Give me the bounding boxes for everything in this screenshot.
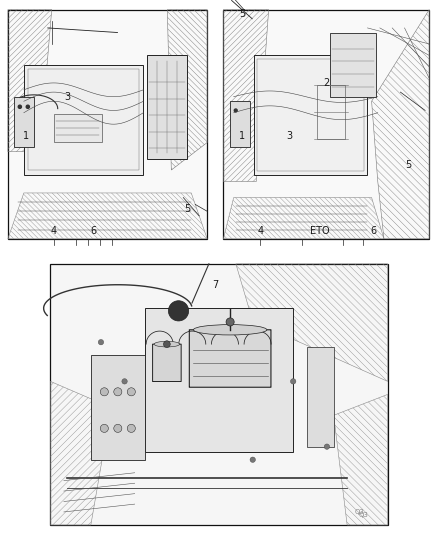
FancyBboxPatch shape <box>189 330 271 387</box>
Bar <box>258 59 364 171</box>
Bar <box>14 96 34 147</box>
Circle shape <box>26 105 29 108</box>
Text: 5: 5 <box>406 160 412 171</box>
Circle shape <box>290 378 296 384</box>
Text: 5: 5 <box>184 204 191 214</box>
Bar <box>307 348 334 447</box>
Text: Q3: Q3 <box>354 508 364 514</box>
Bar <box>50 264 388 525</box>
Bar <box>54 114 102 142</box>
Circle shape <box>18 105 21 108</box>
Bar <box>230 101 250 147</box>
Text: 1: 1 <box>239 131 245 141</box>
Circle shape <box>226 318 234 326</box>
Circle shape <box>100 388 108 396</box>
Bar <box>330 33 376 96</box>
Bar <box>254 55 367 175</box>
Text: 1: 1 <box>23 131 29 141</box>
Text: 2: 2 <box>323 78 329 88</box>
FancyBboxPatch shape <box>152 344 181 382</box>
Circle shape <box>114 424 122 432</box>
Text: 6: 6 <box>371 226 377 236</box>
Bar <box>24 64 143 175</box>
Circle shape <box>114 388 122 396</box>
Circle shape <box>168 301 189 321</box>
Bar <box>145 308 293 452</box>
Bar <box>317 85 345 139</box>
Bar <box>147 55 187 159</box>
Circle shape <box>127 424 135 432</box>
Ellipse shape <box>194 325 267 335</box>
Text: 3: 3 <box>286 131 292 141</box>
Text: ETO: ETO <box>310 226 330 236</box>
Circle shape <box>100 424 108 432</box>
Text: 5: 5 <box>239 9 245 19</box>
Bar <box>8 10 207 239</box>
Bar <box>91 355 145 459</box>
Text: 7: 7 <box>212 280 219 290</box>
Text: 3: 3 <box>65 92 71 102</box>
Circle shape <box>127 388 135 396</box>
Circle shape <box>250 457 255 463</box>
Circle shape <box>122 378 127 384</box>
Circle shape <box>98 340 104 345</box>
Ellipse shape <box>154 341 180 347</box>
Text: 4: 4 <box>51 226 57 236</box>
Bar <box>28 69 139 170</box>
Circle shape <box>163 341 170 348</box>
Circle shape <box>324 444 330 449</box>
Text: 6: 6 <box>91 226 97 236</box>
Circle shape <box>234 109 237 112</box>
Text: 4: 4 <box>258 226 264 236</box>
Text: Q3: Q3 <box>359 512 369 518</box>
Bar <box>223 10 429 239</box>
